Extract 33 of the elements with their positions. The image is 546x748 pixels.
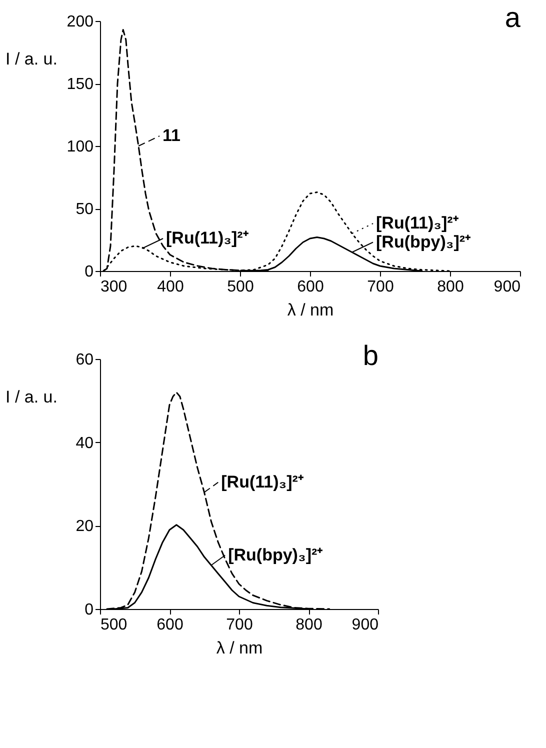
- y-tick-label: 0: [84, 264, 94, 280]
- x-axis-title: λ / nm: [216, 638, 263, 658]
- y-tick-label: 0: [84, 602, 94, 618]
- x-tick-label: 300: [100, 278, 128, 296]
- x-tick-label: 500: [227, 278, 254, 296]
- x-tick-label: 700: [367, 278, 394, 296]
- x-tick-label: 500: [100, 616, 128, 634]
- y-axis-title: I / a. u.: [6, 388, 58, 406]
- y-tick-label: 200: [66, 14, 94, 30]
- legend-label: [Ru(bpy)₃]²⁺: [228, 545, 324, 564]
- x-tick-label: 400: [157, 278, 184, 296]
- annotation: [Ru(11)₃]²⁺: [166, 228, 249, 248]
- y-tick-label: 40: [76, 434, 94, 452]
- x-tick-label: 800: [437, 278, 464, 296]
- x-tick-label: 900: [352, 616, 379, 634]
- x-tick-label: 800: [296, 616, 322, 634]
- legend-label: [Ru(bpy)₃]²⁺: [376, 232, 472, 252]
- legend-label: [Ru(11)₃]²⁺: [376, 214, 459, 232]
- y-tick-label: 150: [66, 76, 94, 93]
- x-tick-label: 900: [494, 278, 521, 296]
- y-tick-label: 20: [76, 518, 94, 536]
- x-tick-label: 700: [226, 616, 253, 634]
- legend-label: 11: [162, 126, 180, 145]
- y-axis-title: I / a. u.: [6, 50, 58, 68]
- chart-title: b: [362, 340, 378, 371]
- x-axis-title: λ / nm: [287, 300, 334, 320]
- x-tick-label: 600: [297, 278, 324, 296]
- y-tick-label: 60: [76, 352, 94, 368]
- x-tick-label: 600: [156, 616, 184, 634]
- legend-label: [Ru(11)₃]²⁺: [221, 472, 304, 492]
- y-tick-label: 100: [66, 138, 94, 156]
- chart-title: a: [504, 2, 521, 33]
- y-tick-label: 50: [76, 201, 94, 218]
